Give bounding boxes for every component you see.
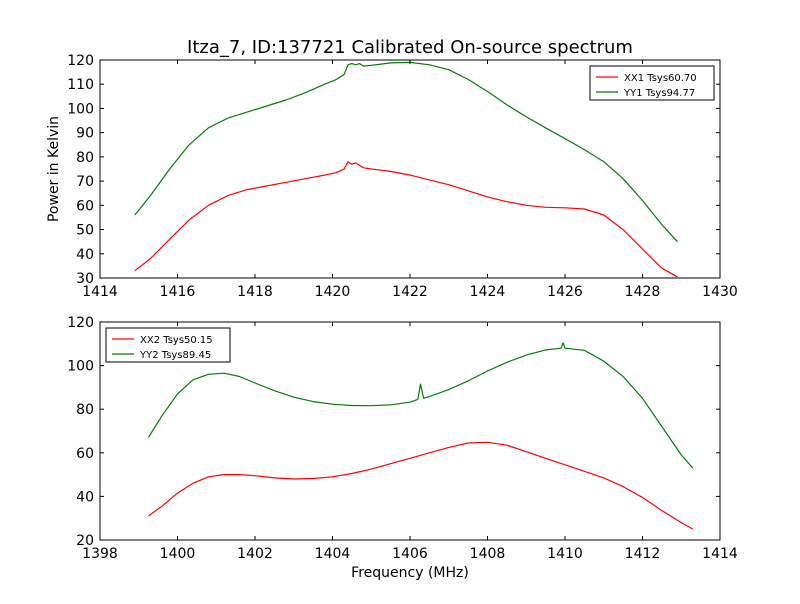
- x-tick-label: 1416: [160, 284, 196, 300]
- series-line-0: [148, 441, 694, 530]
- x-tick-label: 1412: [625, 546, 661, 562]
- chart-title: Itza_7, ID:137721 Calibrated On-source s…: [187, 37, 633, 58]
- x-tick-label: 1426: [547, 284, 583, 300]
- y-tick-label: 90: [76, 126, 94, 142]
- x-tick-label: 1418: [237, 284, 273, 300]
- x-tick-label: 1430: [702, 284, 738, 300]
- y-tick-label: 40: [76, 247, 94, 263]
- legend-box: [105, 327, 231, 363]
- legend-label: XX1 Tsys60.70: [624, 73, 697, 84]
- series-line-1: [147, 342, 694, 469]
- y-tick-label: 60: [76, 198, 94, 214]
- legend-label: YY1 Tsys94.77: [623, 88, 695, 99]
- y-tick-label: 80: [76, 150, 94, 166]
- y-tick-label: 70: [76, 174, 94, 190]
- x-tick-label: 1398: [82, 546, 118, 562]
- x-tick-label: 1414: [702, 546, 738, 562]
- x-tick-label: 1400: [160, 546, 196, 562]
- x-tick-label: 1422: [392, 284, 428, 300]
- x-axis-label: Frequency (MHz): [351, 565, 469, 581]
- x-tick-label: 1408: [470, 546, 506, 562]
- y-tick-label: 80: [76, 402, 94, 418]
- y-tick-label: 120: [67, 53, 94, 69]
- x-tick-label: 1414: [82, 284, 118, 300]
- y-tick-label: 100: [67, 359, 94, 375]
- x-tick-label: 1402: [237, 546, 273, 562]
- y-tick-label: 120: [67, 315, 94, 331]
- bottom-panel: 1398 1400 1402 1404 1406 1408 1410 1412 1414 20 40…: [67, 315, 738, 562]
- x-tick-label: 1424: [470, 284, 506, 300]
- legend-label: YY2 Tsys89.45: [139, 350, 211, 361]
- series-line-1: [134, 61, 678, 243]
- y-tick-label: 20: [76, 533, 94, 549]
- top-panel: 1414 1416 1418 1420 1422 1424 1426 1428 1430 30 40…: [67, 53, 738, 300]
- y-tick-label: 30: [76, 271, 94, 287]
- x-tick-label: 1406: [392, 546, 428, 562]
- y-tick-label: 40: [76, 489, 94, 505]
- x-tick-label: 1404: [315, 546, 351, 562]
- series-line-0: [134, 161, 678, 278]
- x-tick-label: 1428: [625, 284, 661, 300]
- y-tick-label: 100: [67, 101, 94, 117]
- x-tick-label: 1420: [315, 284, 351, 300]
- y-tick-label: 60: [76, 446, 94, 462]
- y-tick-label: 110: [67, 77, 94, 93]
- legend-box: [589, 65, 715, 101]
- x-tick-label: 1410: [547, 546, 583, 562]
- y-tick-label: 50: [76, 223, 94, 239]
- y-axis-label: Power in Kelvin: [46, 116, 62, 222]
- legend-label: XX2 Tsys50.15: [140, 335, 213, 346]
